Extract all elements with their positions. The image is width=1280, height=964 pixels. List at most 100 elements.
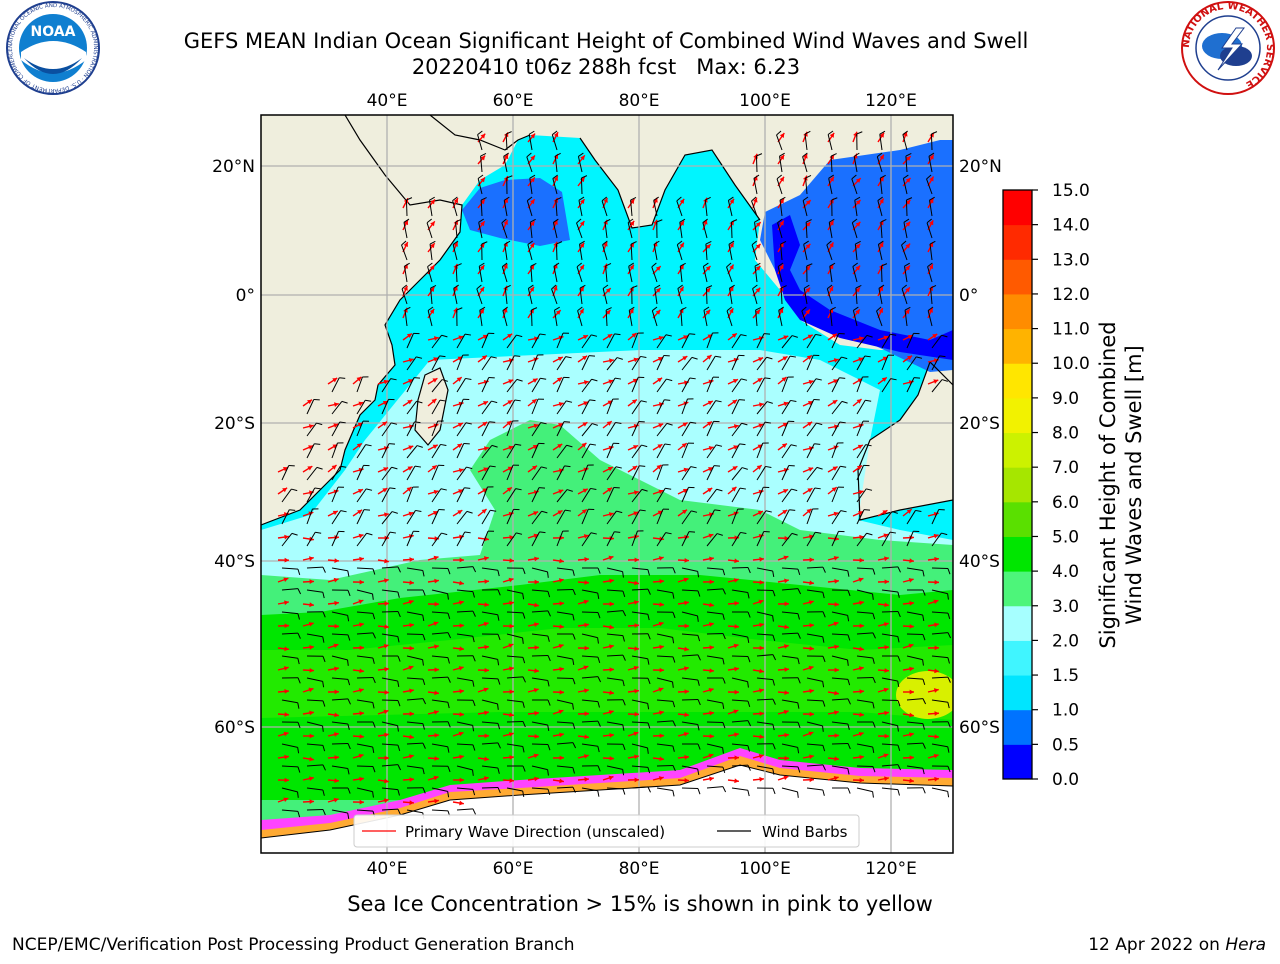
footer-org: NCEP/EMC/Verification Post Processing Pr… [12,935,575,955]
wind-barb [731,222,732,238]
wind-barb [581,178,582,194]
wind-barb [882,700,898,701]
wind-barb-flag [689,334,695,335]
wind-barb-flag [639,466,645,467]
wind-barb-flag [464,488,470,489]
lon-labels-bottom: 40°E 60°E 80°E 100°E 120°E [367,859,917,879]
wind-barb [307,809,323,810]
colorbar-tick-label: 6.0 [1052,493,1079,513]
lat-label: 40°S [959,552,1000,572]
lat-label: 40°S [214,552,255,572]
lat-label: 20°N [212,157,255,177]
colorbar-swatch [1003,536,1032,571]
lon-label: 60°E [493,859,534,879]
colorbar-swatch [1003,502,1032,537]
colorbar: 0.00.51.01.52.03.04.05.06.07.08.09.010.0… [1003,181,1090,790]
lat-labels-right: 20°N 0° 20°S 40°S 60°S [959,157,1002,738]
wind-barb [332,743,348,744]
wind-barb [857,677,873,678]
wind-barb [832,743,848,744]
colorbar-tick-label: 15.0 [1052,181,1090,201]
lon-label: 80°E [619,91,660,111]
colorbar-swatch [1003,744,1032,779]
lon-label: 120°E [865,859,917,879]
wind-barb [932,568,948,569]
wind-barb [757,590,773,591]
footer-date-text: 12 Apr 2022 on [1088,935,1220,955]
wind-barb-flag [390,488,396,489]
colorbar-swatch [1003,606,1032,641]
wind-barb [707,633,723,634]
wind-barb [507,721,523,722]
colorbar-swatch [1003,433,1032,468]
wind-barb [881,266,882,282]
wind-barb [682,699,698,700]
lat-labels-left: 20°N 0° 20°S 40°S 60°S [212,157,255,738]
wind-barb [906,200,907,216]
wind-barb-flag [614,532,620,533]
lon-labels-top: 40°E 60°E 80°E 100°E 120°E [367,91,917,111]
wind-barb [382,700,398,701]
title-line-1: GEFS MEAN Indian Ocean Significant Heigh… [184,29,1029,53]
wind-barb [931,134,932,150]
colorbar-tick-label: 13.0 [1052,250,1090,270]
colorbar-tick-label: 10.0 [1052,354,1090,374]
wind-barb [432,568,448,569]
lon-label: 40°E [367,859,408,879]
lat-label: 20°S [959,414,1000,434]
wind-barb-flag [540,532,546,533]
wind-barb [382,611,398,612]
legend-wave-label: Primary Wave Direction (unscaled) [405,823,665,841]
wind-barb-flag [839,378,845,379]
colorbar-label-line-1: Significant Height of Combined [1096,321,1120,648]
lon-label: 100°E [739,91,791,111]
wind-barb-flag [765,378,771,379]
legend: Primary Wave Direction (unscaled) Wind B… [354,815,859,847]
colorbar-swatch [1003,640,1032,675]
wind-barb [682,788,698,789]
wind-barb [406,200,407,216]
wind-barb [531,310,532,326]
wind-barb [732,656,748,657]
colorbar-tick-label: 5.0 [1052,527,1079,547]
wind-barb-flag [565,466,571,467]
wind-barb [357,677,373,678]
colorbar-label-line-2: Wind Waves and Swell [m] [1122,345,1146,625]
colorbar-tick-label: 0.5 [1052,735,1079,755]
lat-label: 60°S [959,718,1000,738]
wind-barb-flag [314,444,320,445]
colorbar-swatch [1003,571,1032,606]
colorbar-tick-label: 12.0 [1052,285,1090,305]
sea-ice-note: Sea Ice Concentration > 15% is shown in … [347,892,933,916]
lat-label: 0° [959,286,978,306]
colorbar-swatch [1003,398,1032,433]
colorbar-tick-label: 8.0 [1052,424,1079,444]
lon-label: 120°E [865,91,917,111]
wind-barb [857,766,873,767]
colorbar-label: Significant Height of Combined Wind Wave… [1096,321,1146,648]
wind-barb [557,589,573,590]
wind-barb [907,634,923,635]
wind-barb-flag [740,444,746,445]
colorbar-tick-label: 11.0 [1052,320,1090,340]
map-area [261,115,960,853]
footer-host: Hera [1225,935,1266,955]
wind-barb-flag [940,356,946,357]
lon-label: 40°E [367,91,408,111]
colorbar-tick-label: 7.0 [1052,458,1079,478]
wind-barb-flag [615,334,621,335]
colorbar-swatch [1003,710,1032,745]
colorbar-swatch [1003,467,1032,502]
wind-barb [532,744,548,745]
colorbar-tick-label: 4.0 [1052,562,1079,582]
wind-barb [557,678,573,679]
colorbar-swatch [1003,259,1032,294]
wind-barb-flag [489,422,495,423]
colorbar-tick-label: 9.0 [1052,389,1079,409]
wind-barb [556,244,557,260]
lon-label: 80°E [619,859,660,879]
colorbar-swatch [1003,225,1032,260]
wind-barb [707,722,723,723]
wind-barb [732,567,748,568]
